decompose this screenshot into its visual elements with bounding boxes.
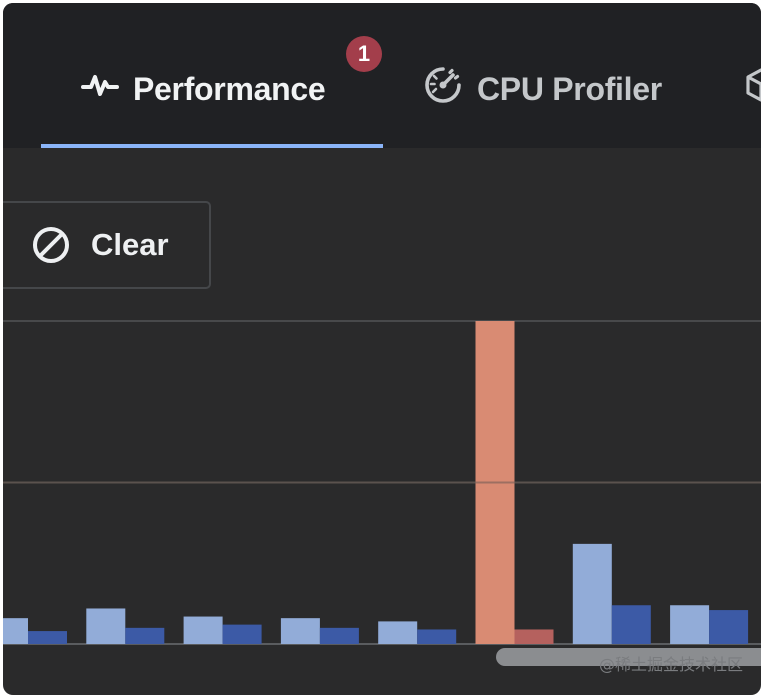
clear-button[interactable]: Clear bbox=[3, 201, 211, 289]
bar-4-series-1[interactable] bbox=[280, 618, 320, 644]
horizontal-scrollbar[interactable] bbox=[496, 648, 761, 666]
bar-6-series-2[interactable] bbox=[514, 629, 554, 644]
performance-chart bbox=[3, 320, 761, 645]
tab-cpu-profiler[interactable]: CPU Profiler bbox=[423, 63, 662, 115]
tab-performance[interactable]: Performance bbox=[81, 63, 326, 115]
tab-bar: Performance 1 CPU Profiler bbox=[3, 3, 761, 148]
bar-8-series-2[interactable] bbox=[709, 610, 749, 644]
speedometer-icon bbox=[423, 65, 463, 113]
tab-memory[interactable] bbox=[745, 63, 761, 115]
bar-2-series-2[interactable] bbox=[125, 627, 165, 644]
bar-3-series-1[interactable] bbox=[183, 616, 223, 644]
bar-2-series-1[interactable] bbox=[86, 608, 126, 644]
bar-5-series-2[interactable] bbox=[417, 629, 457, 644]
block-icon bbox=[31, 225, 71, 265]
bar-7-series-1[interactable] bbox=[572, 543, 612, 644]
notification-badge: 1 bbox=[346, 36, 382, 72]
active-tab-indicator bbox=[41, 144, 383, 148]
bar-4-series-2[interactable] bbox=[319, 627, 359, 644]
bar-3-series-2[interactable] bbox=[222, 624, 262, 644]
watermark: @稀土掘金技术社区 bbox=[598, 655, 743, 674]
cube-icon bbox=[745, 68, 761, 110]
bar-7-series-2[interactable] bbox=[611, 605, 651, 644]
devtools-panel: Performance 1 CPU Profiler bbox=[3, 3, 761, 695]
tab-performance-label: Performance bbox=[133, 70, 326, 107]
bar-5-series-1[interactable] bbox=[378, 621, 418, 644]
bar-8-series-1[interactable] bbox=[670, 605, 710, 644]
bar-1-series-2[interactable] bbox=[28, 631, 67, 644]
bar-1-series-1[interactable] bbox=[3, 618, 28, 644]
clear-button-label: Clear bbox=[91, 227, 169, 262]
activity-icon bbox=[81, 70, 119, 108]
tab-cpu-profiler-label: CPU Profiler bbox=[477, 70, 662, 107]
